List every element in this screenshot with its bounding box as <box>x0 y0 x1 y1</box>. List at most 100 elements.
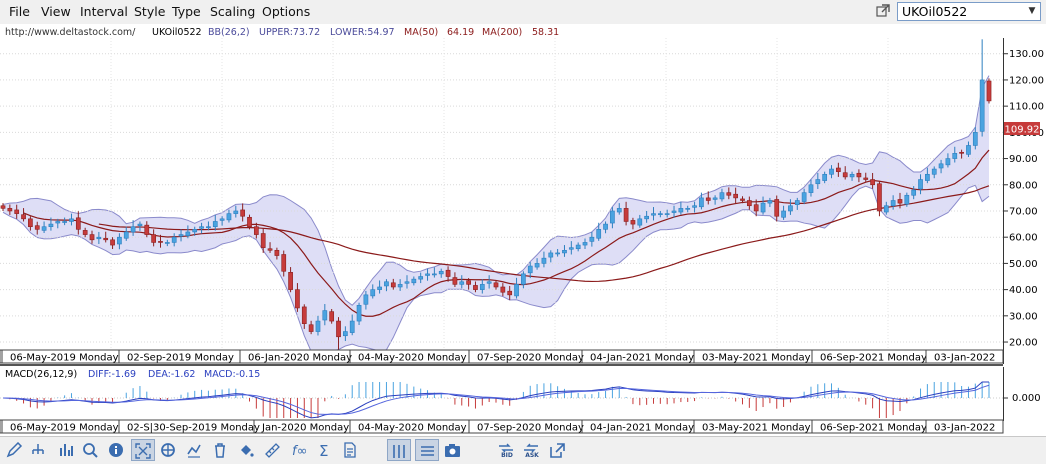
lines-tool-button[interactable] <box>415 439 439 461</box>
bar-chart-tool-button[interactable] <box>55 439 79 461</box>
document-tool-button[interactable] <box>339 439 363 461</box>
candle <box>733 187 739 204</box>
ask-label: ASK <box>525 452 539 459</box>
candle <box>226 209 232 223</box>
candle <box>767 197 773 208</box>
trash-icon <box>215 443 225 458</box>
popout-tool-button[interactable] <box>546 439 570 461</box>
menu-view[interactable]: View <box>41 4 71 19</box>
candle <box>726 187 732 200</box>
candle <box>158 234 163 248</box>
candle <box>411 276 417 286</box>
candle <box>938 159 944 174</box>
candle <box>753 199 759 217</box>
candle <box>14 204 20 219</box>
macd-diff: DIFF:-1.69 <box>88 369 136 380</box>
bb-lower: LOWER:54.97 <box>330 27 395 38</box>
candle <box>610 207 615 229</box>
trash-tool-button[interactable] <box>209 439 233 461</box>
camera-tool-button[interactable] <box>441 439 465 461</box>
function-icon: f∞ <box>292 444 307 459</box>
candle <box>952 146 958 163</box>
candle <box>541 251 547 268</box>
candle <box>651 207 656 221</box>
zoom-tool-button[interactable] <box>79 439 103 461</box>
sigma-tool-button[interactable]: Σ <box>313 439 337 461</box>
document-icon <box>344 442 356 458</box>
moving-average-lines <box>23 149 990 317</box>
candle <box>363 290 369 310</box>
menu-interval[interactable]: Interval <box>80 4 128 19</box>
candle <box>678 201 684 215</box>
candle <box>883 201 889 215</box>
ma50-label: MA(50) <box>404 27 438 38</box>
candle <box>890 195 896 210</box>
price-chart[interactable]: http://www.deltastock.com/ UKOil0522 BB(… <box>0 24 1046 436</box>
menu-style[interactable]: Style <box>134 4 166 19</box>
ma200-label: MA(200) <box>482 27 522 38</box>
candle <box>69 213 74 226</box>
candle <box>473 281 478 293</box>
candle <box>329 309 335 324</box>
chevron-down-icon[interactable]: ▼ <box>1028 6 1036 16</box>
candlestick-series <box>0 39 992 354</box>
candle <box>931 166 937 179</box>
candle <box>568 241 574 255</box>
bars-tool-button[interactable] <box>387 439 411 461</box>
macd-dea: DEA:-1.62 <box>148 369 195 380</box>
pen-icon <box>6 442 23 458</box>
candle <box>664 209 670 218</box>
candle <box>630 217 636 230</box>
candle <box>870 172 875 189</box>
ask-tool-button[interactable]: ASK <box>520 439 544 461</box>
candle <box>801 188 807 205</box>
candle <box>110 237 115 249</box>
macd-series <box>0 381 1003 419</box>
candle <box>212 214 218 231</box>
ma50-value: 64.19 <box>447 27 474 38</box>
candle <box>267 242 273 253</box>
candle <box>842 166 848 180</box>
info-symbol: UKOil0522 <box>152 27 202 38</box>
zoom-icon <box>83 443 98 458</box>
macd-axis-label: 04-Jan-2021 Monday <box>590 423 694 434</box>
info-tool-button[interactable] <box>105 439 129 461</box>
candle <box>527 262 533 279</box>
menu-options[interactable]: Options <box>262 4 311 19</box>
menu-type[interactable]: Type <box>172 4 201 19</box>
ruler-tool-button[interactable] <box>261 439 285 461</box>
crosshair-tool-button[interactable] <box>157 439 181 461</box>
external-link-icon[interactable] <box>876 4 890 18</box>
candle <box>390 278 396 290</box>
macd-time-axis-labels: 06-May-2019 Monday 02-S|30-Sep-2019 Monda… <box>1 420 995 434</box>
macd-value: MACD:-0.15 <box>204 369 260 380</box>
candle <box>788 199 793 215</box>
price-tick-label: 80.00 <box>1009 180 1038 191</box>
price-tick-label: 30.00 <box>1009 311 1038 322</box>
candle <box>657 210 663 218</box>
fit-tool-button[interactable] <box>131 439 155 461</box>
bollinger-band-area <box>2 75 990 359</box>
paint-tool-button[interactable] <box>235 439 259 461</box>
candle <box>377 280 382 294</box>
tree-tool-button[interactable] <box>27 439 51 461</box>
bid-tool-button[interactable]: BID <box>495 439 519 461</box>
symbol-select[interactable]: UKOil0522 ▼ <box>897 2 1041 21</box>
candle <box>911 186 917 200</box>
chart-area[interactable]: http://www.deltastock.com/ UKOil0522 BB(… <box>0 24 1046 440</box>
time-axis-labels: 06-May-2019 Monday 02-Sep-2019 Monday 06-J… <box>1 350 995 364</box>
price-tick-label: 130.00 <box>1009 49 1044 60</box>
candle <box>548 250 554 263</box>
function-tool-button[interactable]: f∞ <box>287 439 311 461</box>
indicator-tool-button[interactable] <box>183 439 207 461</box>
menu-file[interactable]: File <box>9 4 30 19</box>
candle <box>808 179 814 197</box>
svg-text:f∞: f∞ <box>292 444 307 459</box>
candle <box>82 227 88 238</box>
source-url: http://www.deltastock.com/ <box>5 27 136 38</box>
pen-tool-button[interactable] <box>3 439 27 461</box>
candle <box>425 268 430 281</box>
candle <box>240 203 246 222</box>
menu-scaling[interactable]: Scaling <box>210 4 256 19</box>
candle <box>589 231 595 247</box>
